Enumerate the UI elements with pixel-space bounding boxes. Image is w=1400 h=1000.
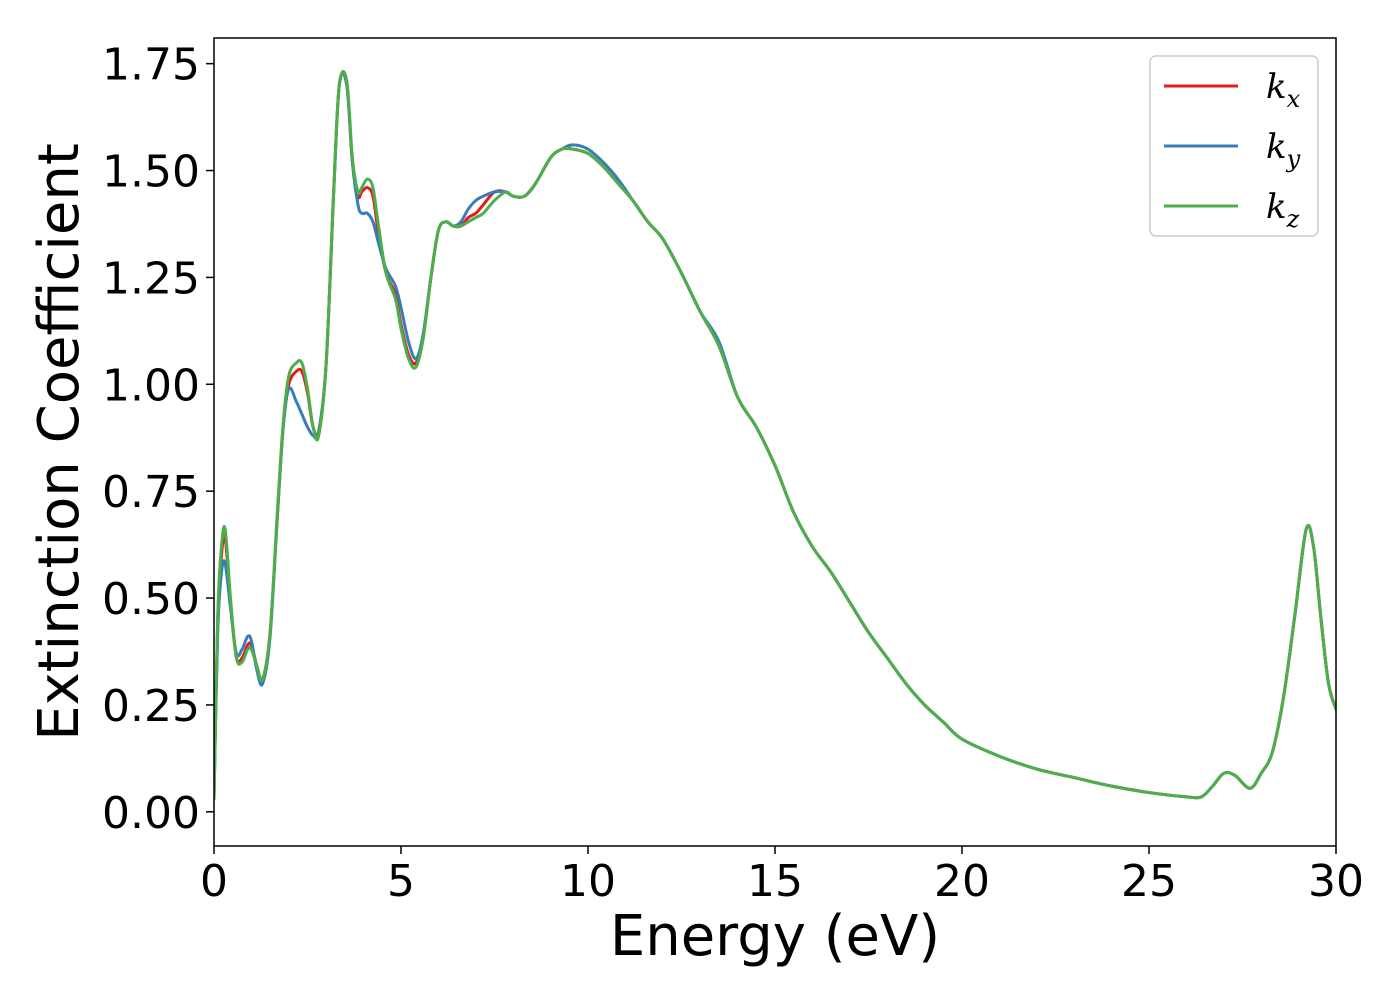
y-axis-ticks: 0.00 0.25 0.50 0.75 1.00 1.25 1.50 1.75 [102, 40, 214, 839]
y-tick-label: 1.25 [102, 253, 200, 304]
x-tick-label: 25 [1121, 856, 1177, 907]
legend-entry: kz [1266, 187, 1300, 233]
y-tick-label: 1.50 [102, 147, 200, 198]
y-tick-label: 0.50 [102, 574, 200, 625]
y-axis-label: Extinction Coefficient [27, 143, 92, 741]
y-tick-label: 1.00 [102, 360, 200, 411]
y-tick-label: 1.75 [102, 40, 200, 91]
series-line-kz [214, 69, 1336, 801]
x-tick-label: 0 [200, 856, 228, 907]
y-tick-label: 0.75 [102, 467, 200, 518]
x-tick-label: 20 [934, 856, 990, 907]
x-axis-label: Energy (eV) [610, 904, 940, 969]
x-axis-ticks: 0 5 10 15 20 25 30 [200, 846, 1364, 907]
plot-lines [214, 69, 1336, 801]
y-tick-label: 0.00 [102, 788, 200, 839]
legend-entry: kx [1266, 67, 1301, 113]
y-tick-label: 0.25 [102, 681, 200, 732]
legend-entry: ky [1266, 127, 1301, 173]
x-tick-label: 15 [747, 856, 803, 907]
x-tick-label: 5 [387, 856, 415, 907]
x-tick-label: 10 [560, 856, 616, 907]
x-tick-label: 30 [1308, 856, 1364, 907]
legend: kx ky kz [1149, 55, 1319, 237]
